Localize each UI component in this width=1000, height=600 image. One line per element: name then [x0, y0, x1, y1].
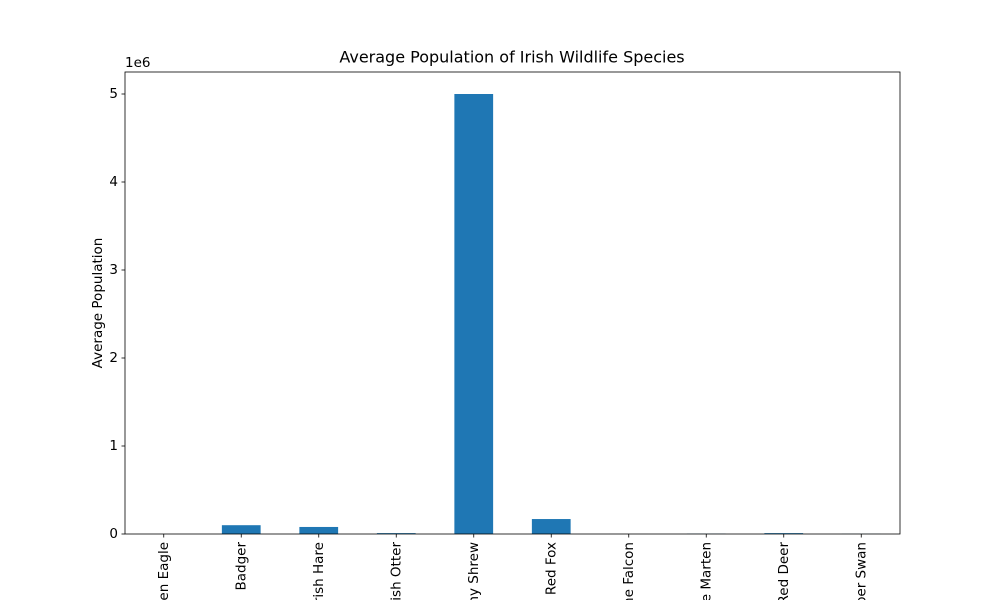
bar	[299, 526, 339, 534]
chart-title: Average Population of Irish Wildlife Spe…	[339, 48, 684, 67]
bar	[454, 94, 494, 534]
y-tick-label: 2	[109, 350, 118, 366]
bar	[376, 533, 416, 534]
x-tick-label: Pygmy Shrew	[466, 542, 482, 600]
y-axis-label: Average Population	[90, 238, 106, 369]
x-tick-label: Peregrine Falcon	[621, 542, 637, 600]
x-tick-label: Golden Eagle	[156, 542, 172, 600]
y-tick-label: 3	[109, 262, 118, 278]
bar	[221, 525, 261, 534]
x-tick-label: Red Fox	[543, 542, 559, 595]
y-tick-label: 5	[109, 86, 118, 102]
x-tick-label: Whooper Swan	[853, 542, 869, 600]
x-tick-label: Pine Marten	[698, 542, 714, 600]
x-tick-label: Badger	[233, 542, 249, 591]
x-tick-label: Irish Otter	[388, 542, 404, 600]
plot-frame	[124, 71, 901, 535]
y-tick-label: 1	[109, 438, 118, 454]
x-tick-label: Irish Hare	[311, 542, 327, 600]
y-tick-label: 4	[109, 174, 118, 190]
bar	[764, 533, 804, 534]
y-tick-label: 0	[109, 526, 118, 542]
bar	[531, 519, 571, 534]
x-tick-label: Red Deer	[776, 542, 792, 600]
y-offset-label: 1e6	[125, 55, 150, 71]
